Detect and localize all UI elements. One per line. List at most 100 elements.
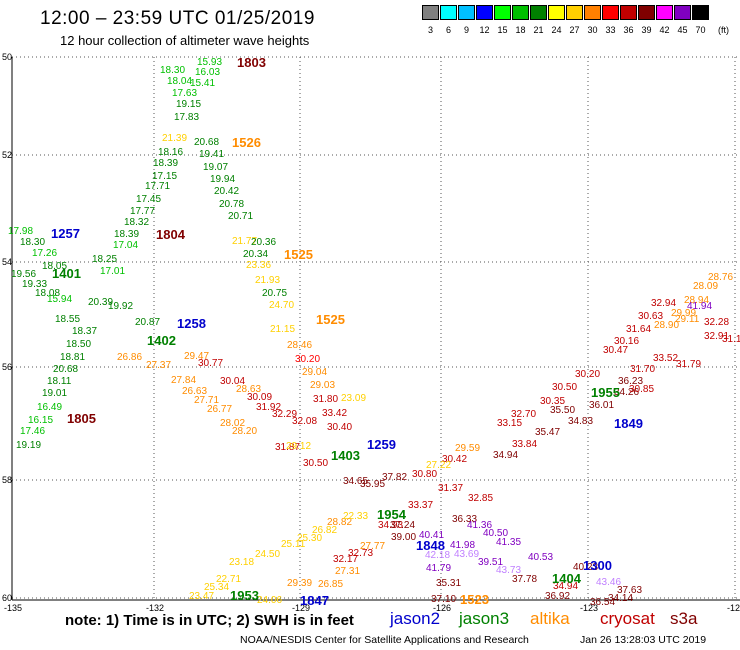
legend-label: 18 [515, 25, 526, 35]
lon-tick-label: -123 [580, 603, 598, 613]
pass-time-label: 1805 [67, 411, 96, 426]
wave-height-label: 18.32 [124, 217, 149, 228]
legend-swatch [440, 5, 457, 20]
pass-time-label: 1401 [52, 266, 81, 281]
legend-label: 24 [551, 25, 562, 35]
pass-time-label: 1525 [284, 247, 313, 262]
lon-tick-label: -132 [146, 603, 164, 613]
legend-swatch [494, 5, 511, 20]
satellite-s3a: s3a [670, 609, 698, 628]
wave-height-label: 34.94 [553, 581, 578, 592]
wave-height-label: 34.83 [568, 416, 593, 427]
generation-timestamp: Jan 26 13:28:03 UTC 2019 [580, 634, 707, 646]
wave-height-label: 15.93 [197, 57, 222, 68]
wave-height-label: 18.16 [158, 147, 183, 158]
wave-height-label: 15.41 [190, 78, 215, 89]
wave-height-label: 20.68 [53, 364, 78, 375]
legend-label: 21 [533, 25, 544, 35]
wave-height-label: 32.28 [704, 317, 729, 328]
wave-height-label: 34.26 [614, 387, 639, 398]
wave-height-label: 30.04 [220, 376, 245, 387]
wave-height-label: 40.53 [528, 552, 553, 563]
wave-height-label: 34.14 [608, 593, 633, 604]
wave-height-label: 37.78 [512, 574, 537, 585]
wave-height-label: 19.07 [203, 162, 228, 173]
wave-height-label: 28.82 [327, 517, 352, 528]
lat-tick-label: 54 [2, 257, 12, 267]
wave-height-label: 23.18 [229, 557, 254, 568]
wave-height-label: 36.23 [618, 376, 643, 387]
wave-height-label: 20.87 [135, 317, 160, 328]
wave-height-label: 29.47 [184, 351, 209, 362]
wave-height-label: 24.50 [255, 549, 280, 560]
pass-time-label: 1523 [460, 592, 489, 607]
legend-swatch [656, 5, 673, 20]
wave-height-label: 32.91 [704, 331, 729, 342]
wave-height-label: 30.16 [614, 336, 639, 347]
wave-height-label: 29.12 [286, 441, 311, 452]
wave-height-label: 28.02 [220, 418, 245, 429]
wave-height-label: 37.63 [617, 585, 642, 596]
wave-height-label: 31.80 [313, 394, 338, 405]
wave-height-label: 27.77 [360, 541, 385, 552]
pass-time-label: 1258 [177, 316, 206, 331]
legend-swatch [602, 5, 619, 20]
wave-height-label: 19.92 [108, 301, 133, 312]
satellite-altika: altika [530, 609, 570, 628]
map-subtitle: 12 hour collection of altimeter wave hei… [60, 33, 310, 48]
legend-swatch [620, 5, 637, 20]
wave-height-label: 18.39 [114, 229, 139, 240]
lat-tick-label: 58 [2, 475, 12, 485]
wave-height-label: 16.15 [28, 415, 53, 426]
lat-tick-label: 56 [2, 362, 12, 372]
lon-tick-label: -120 [727, 603, 740, 613]
wave-height-label: 20.39 [88, 297, 113, 308]
wave-height-label: 28.63 [236, 384, 261, 395]
wave-height-label: 17.63 [172, 88, 197, 99]
map-axes: 50 52 54 56 58 60-135 -132 -129 -126 -123 -120 [2, 52, 740, 613]
wave-height-label: 23.36 [246, 260, 271, 271]
wave-height-label: 19.94 [210, 174, 235, 185]
wave-height-label: 43.73 [496, 565, 521, 576]
wave-height-label: 17.45 [136, 194, 161, 205]
lon-tick-label: -135 [4, 603, 22, 613]
wave-height-label: 17.83 [174, 112, 199, 123]
wave-height-label: 37.10 [431, 594, 456, 605]
wave-height-label: 19.15 [176, 99, 201, 110]
wave-height-label: 20.68 [194, 137, 219, 148]
pass-time-label: 1259 [367, 437, 396, 452]
wave-height-label: 18.81 [60, 352, 85, 363]
pass-time-label: 1404 [552, 571, 582, 586]
legend-swatch [512, 5, 529, 20]
wave-height-label: 29.11 [675, 314, 700, 325]
legend-label: 12 [479, 25, 490, 35]
wave-height-label: 34.65 [343, 476, 368, 487]
wave-height-label: 17.98 [8, 226, 33, 237]
legend-swatch [566, 5, 583, 20]
wave-height-label: 43.69 [454, 549, 479, 560]
wave-height-label: 17.71 [145, 181, 170, 192]
legend-swatch [422, 5, 439, 20]
pass-time-label: 1955 [591, 385, 620, 400]
wave-height-label: 33.84 [512, 439, 537, 450]
wave-height-label: 32.70 [511, 409, 536, 420]
map-title: 12:00 – 23:59 UTC 01/25/2019 [40, 8, 315, 29]
pass-time-label: 1803 [237, 55, 266, 70]
wave-height-label: 36.01 [589, 400, 614, 411]
legend-swatch [638, 5, 655, 20]
pass-time-label: 1526 [232, 135, 261, 150]
wave-height-label: 33.52 [653, 353, 678, 364]
pass-time-label: 1847 [300, 593, 329, 608]
wave-height-label: 28.09 [693, 281, 718, 292]
wave-height-label: 32.17 [333, 554, 358, 565]
wave-height-label: 37.24 [390, 520, 415, 531]
wave-height-label: 31.87 [275, 442, 300, 453]
wave-height-label: 41.79 [426, 563, 451, 574]
wave-height-label: 18.25 [92, 254, 117, 265]
legend-label: 45 [677, 25, 688, 35]
wave-height-label: 29.59 [455, 443, 480, 454]
wave-height-label: 17.46 [20, 426, 45, 437]
wave-height-label: 31.13 [722, 334, 740, 345]
